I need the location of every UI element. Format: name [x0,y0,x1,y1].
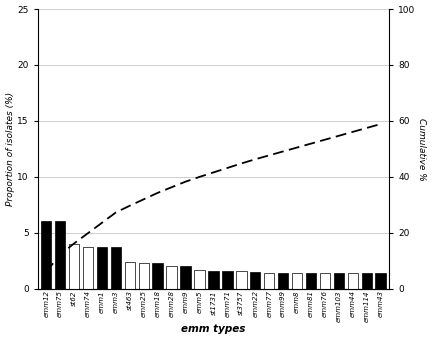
Y-axis label: Cumulative %: Cumulative % [417,118,426,180]
Bar [306,273,316,289]
Bar [222,271,232,289]
Bar [69,244,79,289]
Bar [41,221,51,289]
Bar [55,221,65,289]
Bar [97,248,107,289]
Bar [334,273,344,289]
Bar [250,272,260,289]
Bar [83,248,93,289]
Bar [111,248,121,289]
Bar [208,271,219,289]
Bar [180,267,191,289]
Bar [236,271,247,289]
Bar [152,263,163,289]
Bar [166,267,177,289]
Bar [278,273,289,289]
Bar [139,263,149,289]
Bar [124,262,135,289]
Bar [375,273,386,289]
Bar [348,273,358,289]
Bar [292,273,302,289]
X-axis label: emm types: emm types [181,324,246,335]
Y-axis label: Proportion of isolates (%): Proportion of isolates (%) [6,92,15,206]
Bar [264,273,274,289]
Bar [320,273,330,289]
Bar [194,270,205,289]
Bar [362,273,372,289]
